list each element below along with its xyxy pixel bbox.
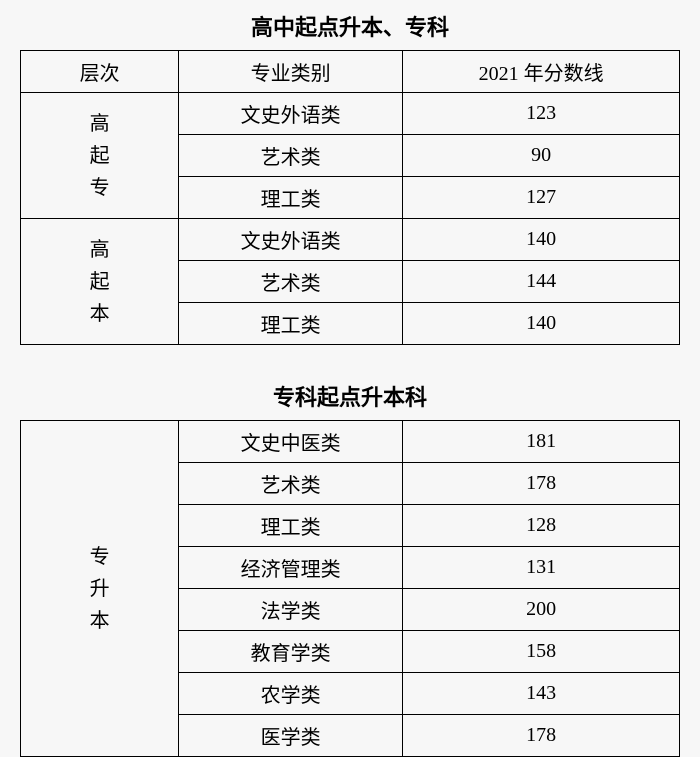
section2-title: 专科起点升本科 [20,380,680,412]
table-row: 高起本 文史外语类 140 [21,219,680,261]
category-cell: 文史外语类 [179,93,403,135]
score-cell: 127 [403,177,680,219]
score-cell: 158 [403,631,680,673]
score-cell: 140 [403,303,680,345]
score-cell: 200 [403,589,680,631]
header-score: 2021 年分数线 [403,51,680,93]
section1-title: 高中起点升本、专科 [20,10,680,42]
category-cell: 艺术类 [179,463,403,505]
category-cell: 文史中医类 [179,421,403,463]
score-cell: 140 [403,219,680,261]
level-cell: 专升本 [21,421,179,757]
category-cell: 农学类 [179,673,403,715]
score-cell: 178 [403,715,680,757]
score-cell: 131 [403,547,680,589]
score-cell: 123 [403,93,680,135]
category-cell: 理工类 [179,177,403,219]
level-cell: 高起专 [21,93,179,219]
table-row: 高起专 文史外语类 123 [21,93,680,135]
category-cell: 理工类 [179,303,403,345]
score-cell: 181 [403,421,680,463]
table-header-row: 层次 专业类别 2021 年分数线 [21,51,680,93]
header-category: 专业类别 [179,51,403,93]
category-cell: 艺术类 [179,135,403,177]
score-cell: 178 [403,463,680,505]
category-cell: 文史外语类 [179,219,403,261]
category-cell: 理工类 [179,505,403,547]
score-cell: 143 [403,673,680,715]
score-cell: 128 [403,505,680,547]
score-cell: 90 [403,135,680,177]
table-section2: 专升本 文史中医类 181 艺术类 178 理工类 128 经济管理类 131 … [20,420,680,757]
category-cell: 教育学类 [179,631,403,673]
table-section1: 层次 专业类别 2021 年分数线 高起专 文史外语类 123 艺术类 90 理… [20,50,680,345]
score-cell: 144 [403,261,680,303]
category-cell: 法学类 [179,589,403,631]
header-level: 层次 [21,51,179,93]
category-cell: 经济管理类 [179,547,403,589]
level-cell: 高起本 [21,219,179,345]
category-cell: 医学类 [179,715,403,757]
table-row: 专升本 文史中医类 181 [21,421,680,463]
category-cell: 艺术类 [179,261,403,303]
